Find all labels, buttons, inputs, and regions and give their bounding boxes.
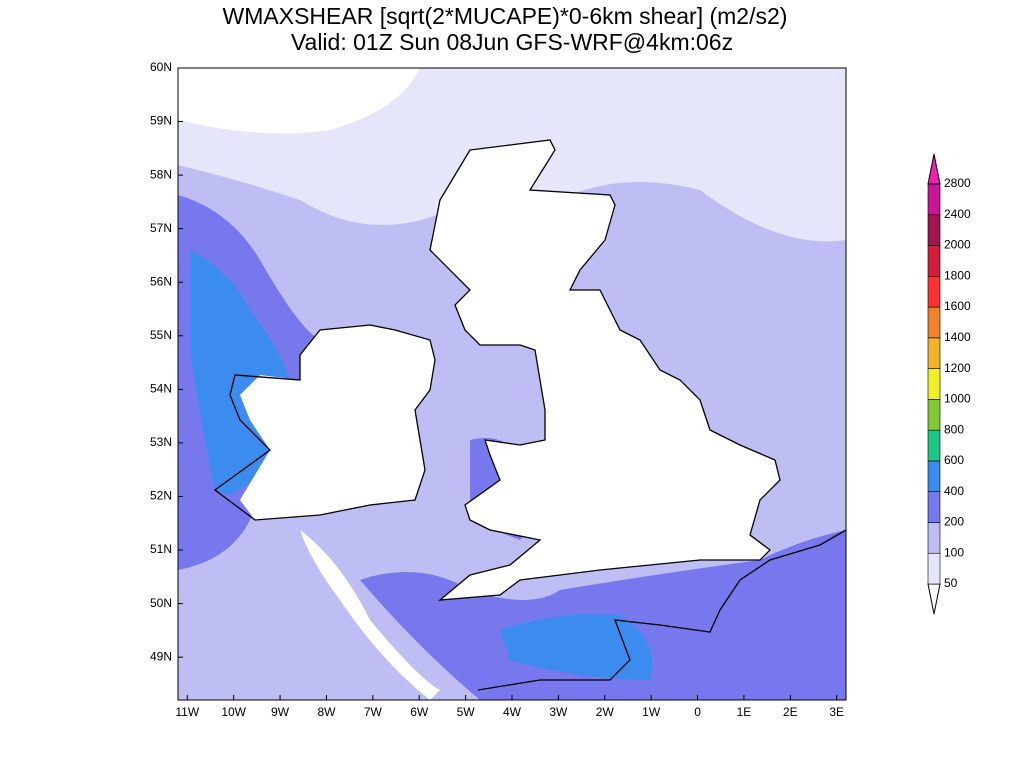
lon-tick-label: 1W (642, 705, 661, 719)
colorbar-label: 1800 (944, 268, 971, 282)
lon-tick-label: 1E (737, 705, 752, 719)
shading (178, 68, 846, 700)
lat-tick-label: 60N (150, 60, 172, 74)
lon-tick-label: 10W (221, 705, 246, 719)
lat-tick-label: 55N (150, 328, 172, 342)
lon-tick-label: 3W (549, 705, 568, 719)
lat-tick-label: 57N (150, 221, 172, 235)
lon-tick-label: 2E (783, 705, 798, 719)
coastlines (213, 139, 847, 691)
colorbar-label: 1600 (944, 299, 971, 313)
field-low (178, 68, 420, 134)
lon-tick-label: 6W (410, 705, 429, 719)
lat-tick-label: 49N (150, 649, 172, 663)
colorbar-label: 2000 (944, 238, 971, 252)
coast-ireland (213, 324, 436, 521)
lon-tick-label: 7W (364, 705, 383, 719)
colorbar-label: 2400 (944, 207, 971, 221)
lon-tick-label: 3E (829, 705, 844, 719)
colorbar-label: 100 (944, 545, 964, 559)
colorbar-label: 600 (944, 453, 964, 467)
colorbar-box (927, 552, 941, 585)
colorbar-label: 1200 (944, 361, 971, 375)
colorbar-box (927, 276, 941, 308)
lon-tick-label: 9W (271, 705, 290, 719)
title-line: Valid: 01Z Sun 08Jun GFS-WRF@4km:06z (291, 29, 733, 55)
land-low (430, 140, 780, 600)
lat-tick-label: 51N (150, 542, 172, 556)
coast-gb (429, 139, 781, 601)
lon-tick-label: 8W (317, 705, 336, 719)
colorbar-box (927, 245, 941, 277)
field-low (300, 530, 440, 700)
colorbar-label: 200 (944, 515, 964, 529)
colorbar-label: 1000 (944, 392, 971, 406)
lon-tick-label: 0 (694, 705, 701, 719)
lat-tick-label: 52N (150, 489, 172, 503)
colorbar-box (927, 429, 941, 462)
title-line: WMAXSHEAR [sqrt(2*MUCAPE)*0-6km shear] (… (223, 3, 788, 29)
colorbar-label: 50 (944, 576, 958, 590)
lat-tick-label: 54N (150, 382, 172, 396)
lon-tick-label: 11W (175, 705, 199, 719)
colorbar-box (927, 183, 941, 216)
land-low (240, 325, 435, 520)
colorbar-box (927, 491, 941, 523)
colorbar-label: 800 (944, 422, 964, 436)
lat-tick-label: 50N (150, 596, 172, 610)
colorbar-box (927, 368, 941, 400)
lon-tick-label: 4W (503, 705, 522, 719)
colorbar-box (927, 399, 941, 431)
lat-tick-label: 59N (150, 114, 172, 128)
lat-tick-label: 58N (150, 167, 172, 181)
lat-tick-label: 56N (150, 274, 172, 288)
lon-tick-label: 5W (457, 705, 476, 719)
colorbar-box (927, 460, 941, 492)
colorbar-label: 1400 (944, 330, 971, 344)
colorbar-box (927, 214, 941, 246)
colorbar-box (927, 522, 941, 554)
coast-france (477, 529, 847, 691)
colorbar-over (927, 153, 941, 185)
lon-tick-label: 2W (596, 705, 615, 719)
colorbar-box (927, 337, 941, 369)
colorbar-under (927, 583, 941, 615)
colorbar-label: 400 (944, 484, 964, 498)
colorbar-box (927, 306, 941, 339)
colorbar-label: 2800 (944, 176, 971, 190)
field-400 (500, 614, 652, 680)
lat-tick-label: 53N (150, 435, 172, 449)
